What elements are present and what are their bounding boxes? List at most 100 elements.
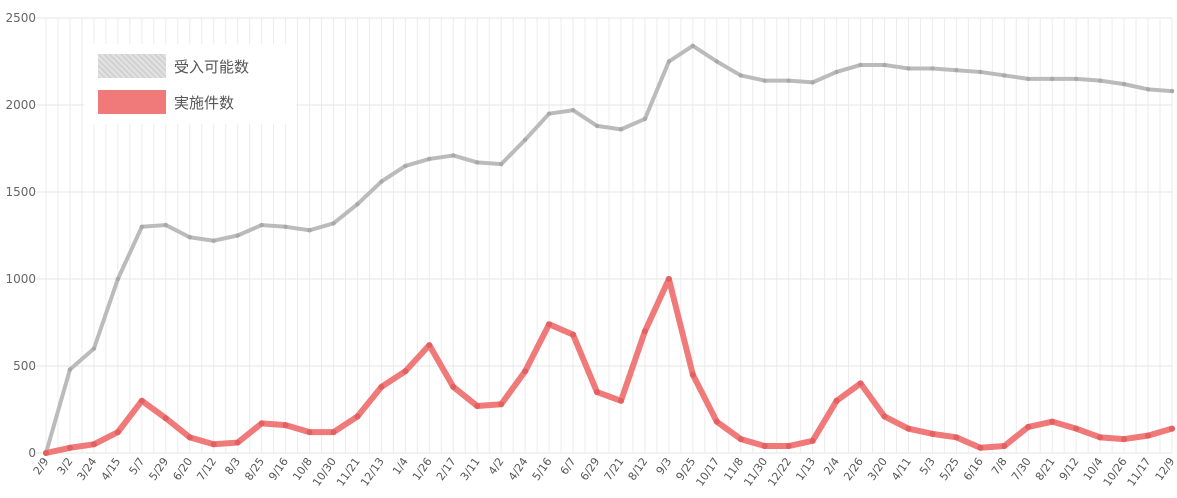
x-tick-label: 2/26 xyxy=(841,455,866,483)
data-point-accept xyxy=(1026,76,1031,82)
data-point-done xyxy=(234,439,241,446)
legend-item-done: 実施件数 xyxy=(98,89,234,115)
data-point-done xyxy=(905,425,912,432)
x-tick-label: 8/3 xyxy=(222,455,243,477)
data-point-done xyxy=(785,443,792,450)
data-point-done xyxy=(498,401,505,408)
x-tick-label: 9/12 xyxy=(1057,455,1082,483)
data-point-accept xyxy=(331,221,336,226)
data-point-done xyxy=(450,383,457,390)
data-point-done xyxy=(881,413,888,420)
legend-swatch-done xyxy=(98,90,166,114)
data-point-done xyxy=(138,397,145,404)
data-point-accept xyxy=(427,156,432,162)
data-point-accept xyxy=(858,62,863,68)
data-point-done xyxy=(282,422,289,429)
data-point-accept xyxy=(954,68,959,73)
data-point-accept xyxy=(882,62,887,68)
data-point-done xyxy=(1073,425,1080,432)
x-tick-label: 5/25 xyxy=(937,455,962,483)
data-point-done xyxy=(66,444,73,451)
x-tick-label: 10/30 xyxy=(310,455,339,488)
data-point-accept xyxy=(618,127,624,132)
data-point-done xyxy=(857,380,864,387)
data-point-done xyxy=(1025,423,1032,430)
data-point-accept xyxy=(1121,81,1127,87)
data-point-accept xyxy=(355,201,360,207)
data-point-accept xyxy=(714,59,720,64)
x-tick-label: 9/3 xyxy=(654,455,675,477)
data-point-done xyxy=(977,444,984,451)
x-tick-label: 9/16 xyxy=(266,455,291,483)
data-point-accept xyxy=(930,66,935,71)
x-tick-label: 11/21 xyxy=(334,455,363,488)
data-point-accept xyxy=(786,78,791,83)
data-point-done xyxy=(1121,436,1128,443)
data-point-done xyxy=(114,429,121,436)
x-tick-label: 8/25 xyxy=(242,455,267,483)
data-point-done xyxy=(546,321,553,328)
data-point-accept xyxy=(810,80,815,85)
data-point-accept xyxy=(906,66,911,71)
data-point-accept xyxy=(762,78,767,83)
data-point-done xyxy=(689,371,696,378)
x-tick-label: 12/22 xyxy=(765,455,794,488)
x-axis-tick-labels: 2/9 3/2 3/24 4/15 5/7 5/29 6/20 7/12 8/3 8/25 9/16… xyxy=(31,455,1177,488)
data-point-accept xyxy=(403,163,408,169)
legend-label-done: 実施件数 xyxy=(174,93,235,112)
data-point-done xyxy=(1049,418,1056,425)
x-tick-label: 1/26 xyxy=(410,455,435,483)
data-point-done xyxy=(570,331,577,338)
data-point-done xyxy=(833,397,840,404)
x-tick-label: 1/13 xyxy=(793,455,818,483)
x-tick-label: 7/12 xyxy=(194,455,219,483)
data-point-done xyxy=(474,403,481,410)
data-point-done xyxy=(522,368,529,375)
data-point-done xyxy=(162,415,169,422)
data-point-accept xyxy=(1169,88,1175,94)
data-point-accept xyxy=(259,222,264,228)
data-point-done xyxy=(665,276,672,282)
x-tick-label: 5/29 xyxy=(146,455,171,483)
data-point-done xyxy=(90,441,97,448)
x-tick-label: 2/4 xyxy=(821,455,842,477)
data-point-done xyxy=(713,418,720,425)
data-point-accept xyxy=(67,367,73,372)
y-axis-tick-labels: 0 500 1000 1500 2000 2500 xyxy=(5,11,36,460)
data-point-accept xyxy=(235,233,240,238)
data-point-done xyxy=(641,328,648,335)
data-point-done xyxy=(426,342,433,349)
x-tick-label: 8/12 xyxy=(626,455,651,483)
data-point-done xyxy=(617,397,624,404)
x-tick-label: 7/21 xyxy=(602,455,627,483)
x-tick-label: 4/11 xyxy=(889,455,914,483)
legend-item-accept: 受入可能数 xyxy=(98,53,249,79)
data-point-done xyxy=(330,429,337,436)
data-point-accept xyxy=(642,116,648,122)
y-tick-label: 2500 xyxy=(5,11,36,25)
data-point-done xyxy=(43,450,49,456)
data-point-done xyxy=(737,436,744,443)
data-point-accept xyxy=(139,224,145,229)
data-point-accept xyxy=(498,161,504,167)
data-point-accept xyxy=(283,224,288,229)
x-tick-label: 10/26 xyxy=(1101,455,1130,488)
data-point-done xyxy=(306,429,313,436)
data-point-done xyxy=(1169,425,1175,432)
data-point-accept xyxy=(1145,87,1151,92)
x-tick-label: 3/11 xyxy=(458,455,483,483)
x-tick-label: 1/4 xyxy=(390,455,411,477)
data-point-accept xyxy=(978,69,983,75)
x-tick-label: 7/30 xyxy=(1009,455,1034,483)
x-tick-label: 10/17 xyxy=(693,455,722,488)
data-point-accept xyxy=(115,276,121,282)
x-tick-label: 5/7 xyxy=(126,455,147,477)
data-point-accept xyxy=(187,235,192,240)
data-point-done xyxy=(378,383,385,390)
data-point-done xyxy=(953,434,960,441)
data-point-accept xyxy=(379,179,384,184)
data-point-accept xyxy=(546,111,552,116)
x-tick-label: 6/7 xyxy=(558,455,579,477)
y-tick-label: 2000 xyxy=(5,98,36,112)
